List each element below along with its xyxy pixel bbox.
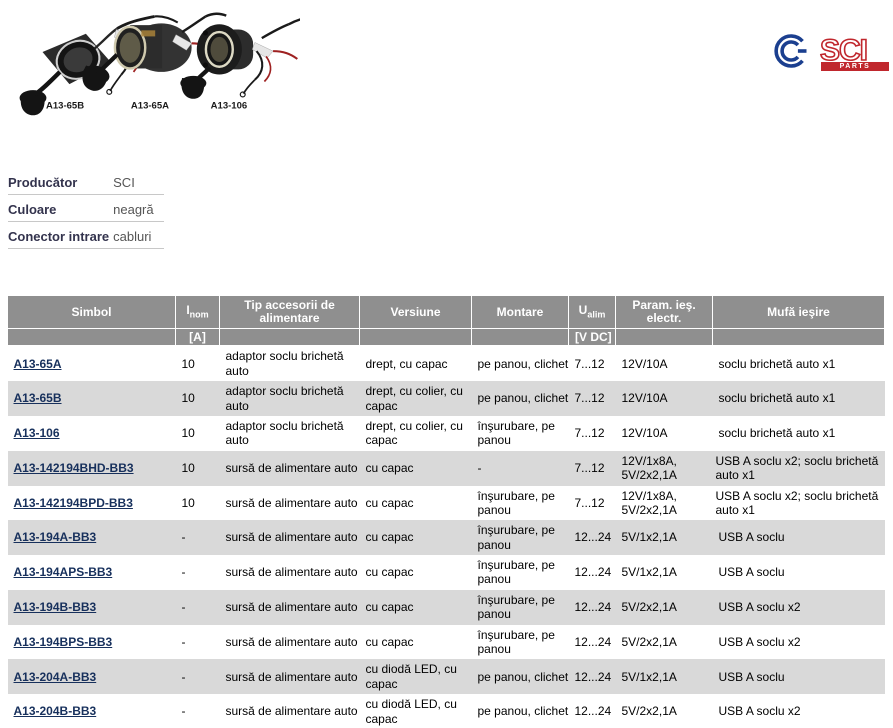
svg-text:A13-65A: A13-65A — [131, 100, 169, 111]
svg-text:A13-65B: A13-65B — [46, 100, 84, 111]
svg-text:A13-106: A13-106 — [211, 100, 248, 111]
